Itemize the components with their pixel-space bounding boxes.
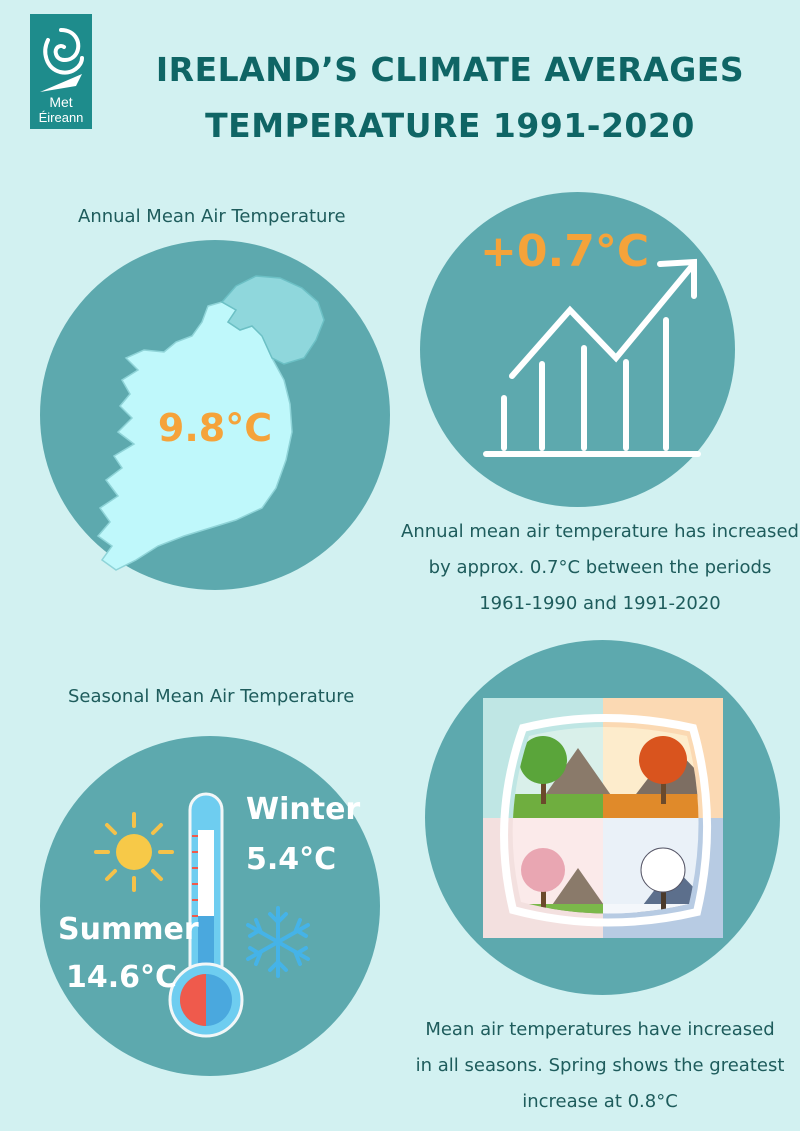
map-circle: 9.8°C (40, 240, 390, 590)
bar-chart-arrow-icon (483, 258, 701, 457)
annual-mean-value: 9.8°C (157, 406, 273, 450)
seasonal-caption: Mean air temperatures have increased in … (415, 1019, 785, 1112)
page-title-line1: IRELAND’S CLIMATE AVERAGES (155, 50, 745, 89)
winter-label: Winter (246, 792, 361, 827)
annual-caption: Annual mean air temperature has increase… (401, 521, 799, 614)
annual-mean-label: Annual Mean Air Temperature (78, 206, 346, 227)
logo-text-eireann: Éireann (38, 110, 84, 125)
sun-icon (94, 812, 174, 892)
winter-value: 5.4°C (246, 842, 337, 877)
seasons-circle (425, 640, 780, 995)
summer-value: 14.6°C (66, 960, 178, 995)
increase-circle: +0.7°C (420, 192, 735, 507)
snowflake-icon (246, 906, 310, 978)
ireland-map (96, 275, 325, 571)
seasonal-mean-label: Seasonal Mean Air Temperature (68, 686, 355, 707)
annual-increase-value: +0.7°C (480, 226, 650, 277)
thermometer-icon (168, 792, 244, 1038)
page-title-line2: TEMPERATURE 1991-2020 (205, 106, 695, 145)
logo-text-met: Met (49, 94, 73, 110)
seasonal-circle: Winter 5.4°C Summer 14.6°C (40, 736, 380, 1076)
met-eireann-logo: Met Éireann (30, 14, 92, 129)
summer-label: Summer (58, 912, 199, 947)
swirl-logo-icon (40, 28, 84, 92)
seasons-trees-image (483, 698, 723, 938)
